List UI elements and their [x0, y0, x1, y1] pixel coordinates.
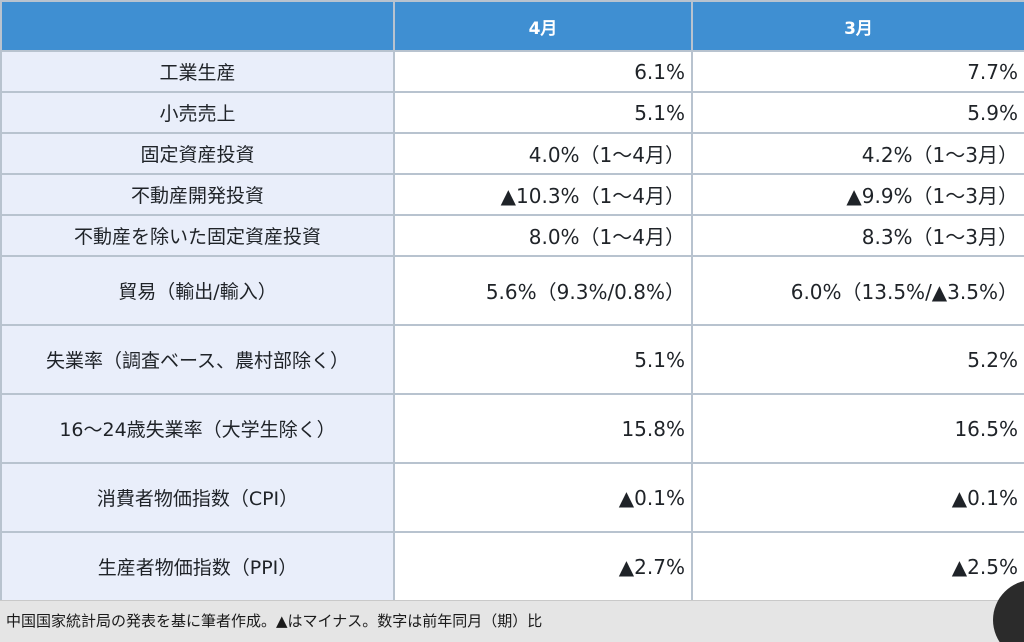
april-value: 15.8% [393, 393, 693, 464]
header-corner-cell [0, 0, 395, 52]
march-value: ▲0.1% [691, 462, 1024, 533]
row-label: 消費者物価指数（CPI） [0, 462, 395, 533]
row-label: 失業率（調査ベース、農村部除く） [0, 324, 395, 395]
march-value: 16.5% [691, 393, 1024, 464]
table-row: 不動産開発投資 ▲10.3%（1〜4月） ▲9.9%（1〜3月） [0, 173, 1024, 216]
table-row: 小売売上 5.1% 5.9% [0, 91, 1024, 134]
march-value: ▲2.5% [691, 531, 1024, 602]
row-label: 不動産を除いた固定資産投資 [0, 214, 395, 257]
row-label: 工業生産 [0, 50, 395, 93]
march-value: 5.2% [691, 324, 1024, 395]
table-row: 16〜24歳失業率（大学生除く） 15.8% 16.5% [0, 393, 1024, 464]
april-value: 5.6%（9.3%/0.8%） [393, 255, 693, 326]
april-value: ▲0.1% [393, 462, 693, 533]
source-note: 中国国家統計局の発表を基に筆者作成。▲はマイナス。数字は前年同月（期）比 [0, 600, 1024, 642]
april-value: ▲10.3%（1〜4月） [393, 173, 693, 216]
april-value: 4.0%（1〜4月） [393, 132, 693, 175]
table-row: 失業率（調査ベース、農村部除く） 5.1% 5.2% [0, 324, 1024, 395]
table-row: 不動産を除いた固定資産投資 8.0%（1〜4月） 8.3%（1〜3月） [0, 214, 1024, 257]
march-value: ▲9.9%（1〜3月） [691, 173, 1024, 216]
april-value: ▲2.7% [393, 531, 693, 602]
march-value: 7.7% [691, 50, 1024, 93]
row-label: 不動産開発投資 [0, 173, 395, 216]
table-row: 工業生産 6.1% 7.7% [0, 50, 1024, 93]
table-header-row: 4月 3月 [0, 0, 1024, 52]
march-value: 6.0%（13.5%/▲3.5%） [691, 255, 1024, 326]
row-label: 小売売上 [0, 91, 395, 134]
april-value: 5.1% [393, 324, 693, 395]
table-row: 消費者物価指数（CPI） ▲0.1% ▲0.1% [0, 462, 1024, 533]
row-label: 生産者物価指数（PPI） [0, 531, 395, 602]
march-value: 5.9% [691, 91, 1024, 134]
april-value: 5.1% [393, 91, 693, 134]
table-row: 生産者物価指数（PPI） ▲2.7% ▲2.5% [0, 531, 1024, 602]
table-row: 固定資産投資 4.0%（1〜4月） 4.2%（1〜3月） [0, 132, 1024, 175]
statistics-table: 4月 3月 工業生産 6.1% 7.7% 小売売上 5.1% 5.9% 固定資産… [0, 0, 1024, 602]
row-label: 固定資産投資 [0, 132, 395, 175]
header-march: 3月 [691, 0, 1024, 52]
row-label: 16〜24歳失業率（大学生除く） [0, 393, 395, 464]
march-value: 4.2%（1〜3月） [691, 132, 1024, 175]
row-label: 貿易（輸出/輸入） [0, 255, 395, 326]
header-april: 4月 [393, 0, 693, 52]
april-value: 8.0%（1〜4月） [393, 214, 693, 257]
april-value: 6.1% [393, 50, 693, 93]
march-value: 8.3%（1〜3月） [691, 214, 1024, 257]
table-row: 貿易（輸出/輸入） 5.6%（9.3%/0.8%） 6.0%（13.5%/▲3.… [0, 255, 1024, 326]
